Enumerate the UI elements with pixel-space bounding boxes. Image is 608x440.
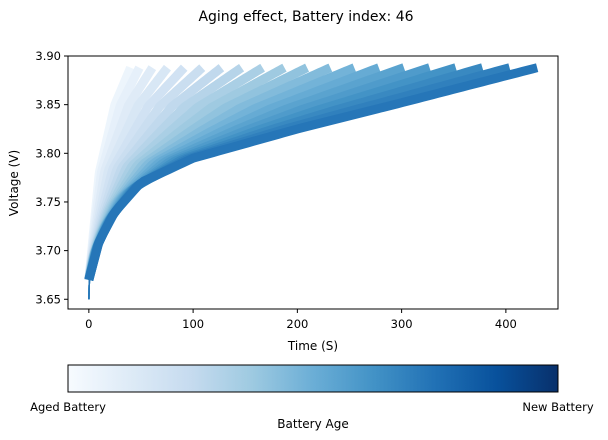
- y-tick-label: 3.85: [35, 98, 61, 112]
- x-tick-label: 300: [391, 317, 413, 331]
- colorbar-left-label: Aged Battery: [30, 400, 106, 414]
- colorbar: [67, 364, 559, 393]
- x-tick-label: 100: [182, 317, 204, 331]
- voltage-curve-start: [88, 279, 91, 300]
- chart-title: Aging effect, Battery index: 46: [198, 9, 413, 25]
- voltage-curve: [84, 63, 539, 281]
- y-tick-label: 3.75: [35, 195, 61, 209]
- plot-area: 0 100 200 300 400 3.65 3.70 3.75 3.80 3.85 3.90: [35, 49, 559, 331]
- colorbar-right-label: New Battery: [522, 400, 593, 414]
- y-tick-label: 3.70: [35, 244, 61, 258]
- curve-family: [84, 63, 539, 300]
- y-tick-label: 3.65: [35, 292, 61, 306]
- x-tick-label: 400: [495, 317, 517, 331]
- x-tick-label: 200: [286, 317, 308, 331]
- colorbar-label: Battery Age: [277, 417, 348, 431]
- x-axis-ticks: 0 100 200 300 400: [85, 309, 517, 331]
- y-axis-label: Voltage (V): [7, 150, 21, 216]
- y-tick-label: 3.80: [35, 146, 61, 160]
- plot-frame: [67, 55, 559, 310]
- x-axis-label: Time (S): [287, 339, 338, 353]
- x-tick-label: 0: [85, 317, 92, 331]
- y-axis-ticks: 3.65 3.70 3.75 3.80 3.85 3.90: [35, 49, 68, 306]
- y-tick-label: 3.90: [35, 49, 61, 63]
